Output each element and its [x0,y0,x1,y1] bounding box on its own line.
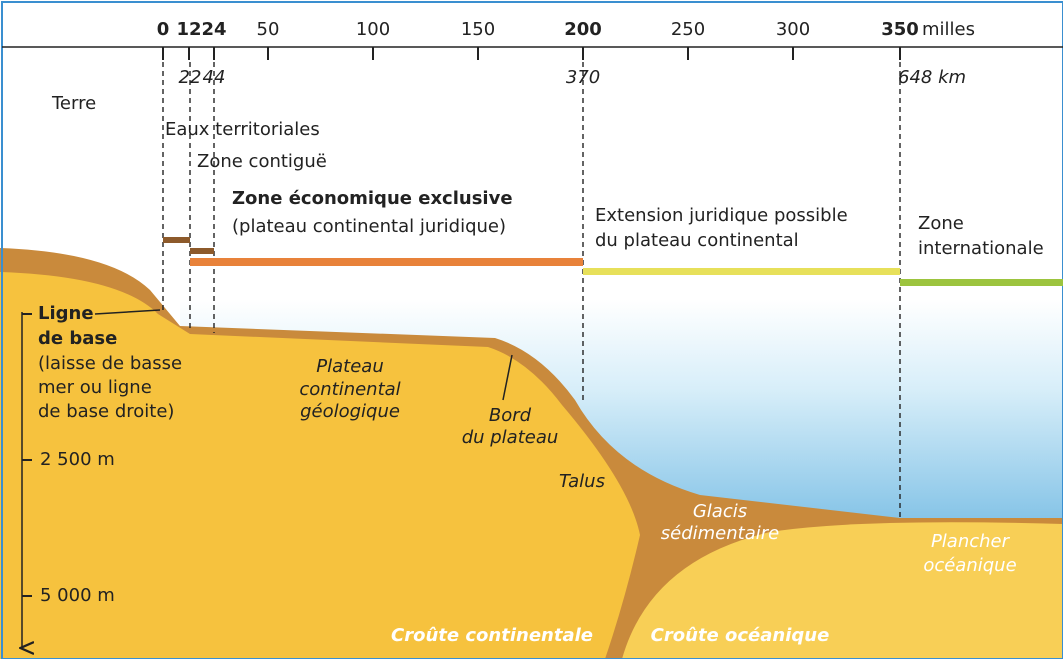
label: Glacis [693,501,747,522]
mile-label: 100 [356,19,390,40]
km-label: 648 km [898,67,966,88]
depth-label: 5 000 m [40,585,115,606]
label: sédimentaire [661,523,779,544]
extension-bar [583,268,900,275]
label: Ligne [38,303,94,324]
label: Zone [918,213,964,234]
label: Eaux territoriales [165,119,320,140]
unit-label: milles [922,19,975,40]
mile-label: 0 [157,19,170,40]
mile-label: 250 [671,19,705,40]
label: Zone contiguë [197,151,327,172]
label: Croûte continentale [391,625,593,646]
label: de base [38,328,117,349]
territorial-bar [163,237,190,243]
mile-label: 200 [564,19,602,40]
label: mer ou ligne [38,377,152,398]
label: du plateau [462,427,559,448]
mile-label: 350 [881,19,919,40]
label: Bord [489,405,532,426]
label: Terre [51,93,96,114]
label: continental [299,379,400,400]
label: Talus [559,471,605,492]
label: de base droite) [38,401,174,422]
mile-label: 150 [461,19,495,40]
label: Extension juridique possible [595,205,848,226]
mile-label: 50 [257,19,280,40]
mile-label: 300 [776,19,810,40]
label: (laisse de basse [38,353,182,374]
label: Plateau [316,356,383,377]
label: Croûte océanique [651,625,830,646]
mile-label: 24 [201,19,226,40]
label: (plateau continental juridique) [232,216,506,237]
contiguous-bar [190,248,214,254]
depth-label: 2 500 m [40,449,115,470]
label: internationale [918,238,1044,259]
label: Plancher [931,531,1011,552]
diagram: 0122450100150200250300350milles224437064… [0,0,1063,659]
label: océanique [923,555,1016,576]
label: du plateau continental [595,230,799,251]
mile-label: 12 [176,19,201,40]
label: Zone économique exclusive [232,188,513,209]
label: géologique [300,401,400,422]
international-bar [900,279,1063,286]
eez-bar [190,258,583,266]
